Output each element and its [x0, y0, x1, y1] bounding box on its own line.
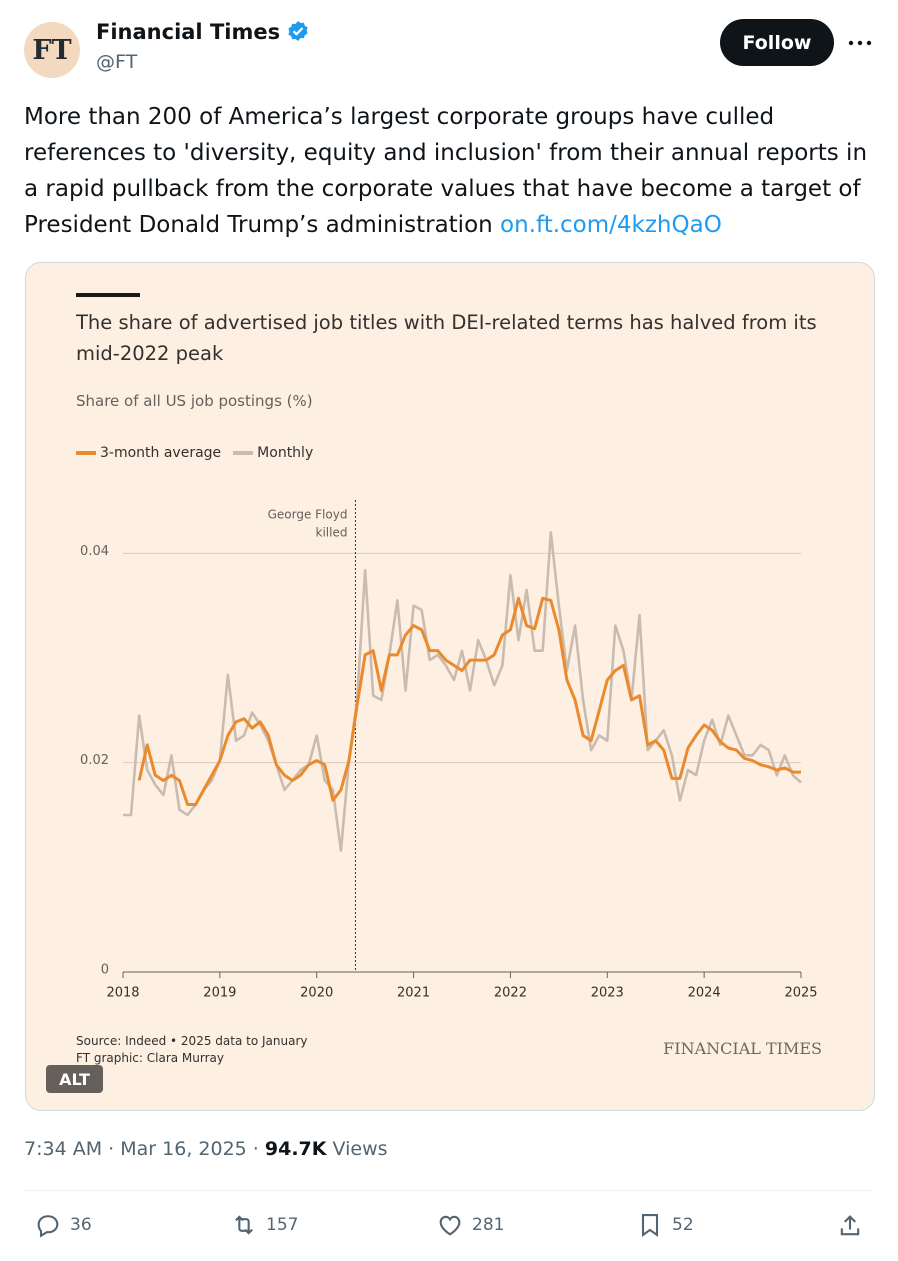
reply-button[interactable]: 36 [34, 1211, 92, 1239]
annotation-text: killed [316, 526, 348, 540]
x-tick-label: 2025 [784, 986, 817, 1001]
tweet-link[interactable]: on.ft.com/4kzhQaO [500, 212, 722, 238]
x-tick-label: 2024 [688, 986, 721, 1001]
separator: · [252, 1138, 259, 1160]
views-label: Views [332, 1138, 388, 1160]
reply-count: 36 [70, 1215, 92, 1235]
verified-badge [288, 21, 309, 41]
handle[interactable]: @FT [96, 51, 138, 73]
more-button[interactable] [846, 36, 874, 50]
divider [24, 1190, 874, 1191]
account-name[interactable]: Financial Times [96, 20, 309, 44]
share-button[interactable] [836, 1212, 864, 1240]
x-tick-label: 2021 [397, 986, 430, 1001]
name-text[interactable]: Financial Times [96, 20, 281, 44]
like-count: 281 [472, 1215, 505, 1235]
alt-badge[interactable]: ALT [46, 1065, 103, 1093]
bookmark-icon [641, 1214, 659, 1237]
title-rule [76, 293, 140, 297]
x-tick-label: 2019 [203, 986, 236, 1001]
reply-icon [37, 1215, 59, 1238]
legend-label: Monthly [257, 445, 314, 461]
y-tick-label: 0.04 [80, 544, 109, 559]
x-tick-label: 2018 [106, 986, 139, 1001]
repost-count: 157 [266, 1215, 299, 1235]
source-block: Source: Indeed • 2025 data to January FT … [76, 1033, 307, 1067]
repost-icon [235, 1215, 253, 1235]
bookmark-count: 52 [672, 1215, 694, 1235]
avatar[interactable]: FT [24, 22, 80, 78]
tweet-meta: 7:34 AM · Mar 16, 2025 · 94.7K Views [24, 1138, 388, 1160]
y-tick-label: 0 [101, 963, 109, 978]
chart-title: The share of advertised job titles with … [76, 311, 817, 365]
annotation-text: George Floyd [268, 508, 348, 522]
series-line [137, 596, 801, 807]
legend-swatch [76, 451, 96, 455]
views-count: 94.7K [264, 1138, 327, 1160]
credit: FT graphic: Clara Murray [76, 1051, 224, 1065]
brand: FINANCIAL TIMES [663, 1039, 822, 1058]
tweet-body: More than 200 of America’s largest corpo… [24, 104, 868, 238]
chart-subtitle: Share of all US job postings (%) [76, 392, 313, 410]
x-tick-label: 2023 [591, 986, 624, 1001]
source: Source: Indeed • 2025 data to January [76, 1034, 308, 1048]
time[interactable]: 7:34 AM [24, 1138, 103, 1160]
tweet-text: More than 200 of America’s largest corpo… [24, 99, 874, 243]
bookmark-button[interactable]: 52 [636, 1211, 694, 1239]
chart: 0 0.02 0.04 2018 2019 2020 2021 2022 2023 2024 202… [80, 500, 818, 1001]
separator: · [108, 1138, 115, 1160]
legend-label: 3-month average [100, 445, 222, 461]
like-icon [439, 1215, 461, 1236]
chart-card[interactable]: The share of advertised job titles with … [25, 262, 875, 1111]
legend: 3-month average Monthly [76, 445, 313, 461]
y-tick-label: 0.02 [80, 753, 109, 768]
x-tick-label: 2022 [494, 986, 527, 1001]
like-button[interactable]: 281 [436, 1211, 504, 1239]
repost-button[interactable]: 157 [230, 1211, 298, 1239]
x-tick-label: 2020 [300, 986, 333, 1001]
date[interactable]: Mar 16, 2025 [120, 1138, 247, 1160]
legend-swatch [233, 451, 254, 455]
follow-button[interactable]: Follow [720, 19, 834, 66]
series-line [123, 531, 802, 852]
